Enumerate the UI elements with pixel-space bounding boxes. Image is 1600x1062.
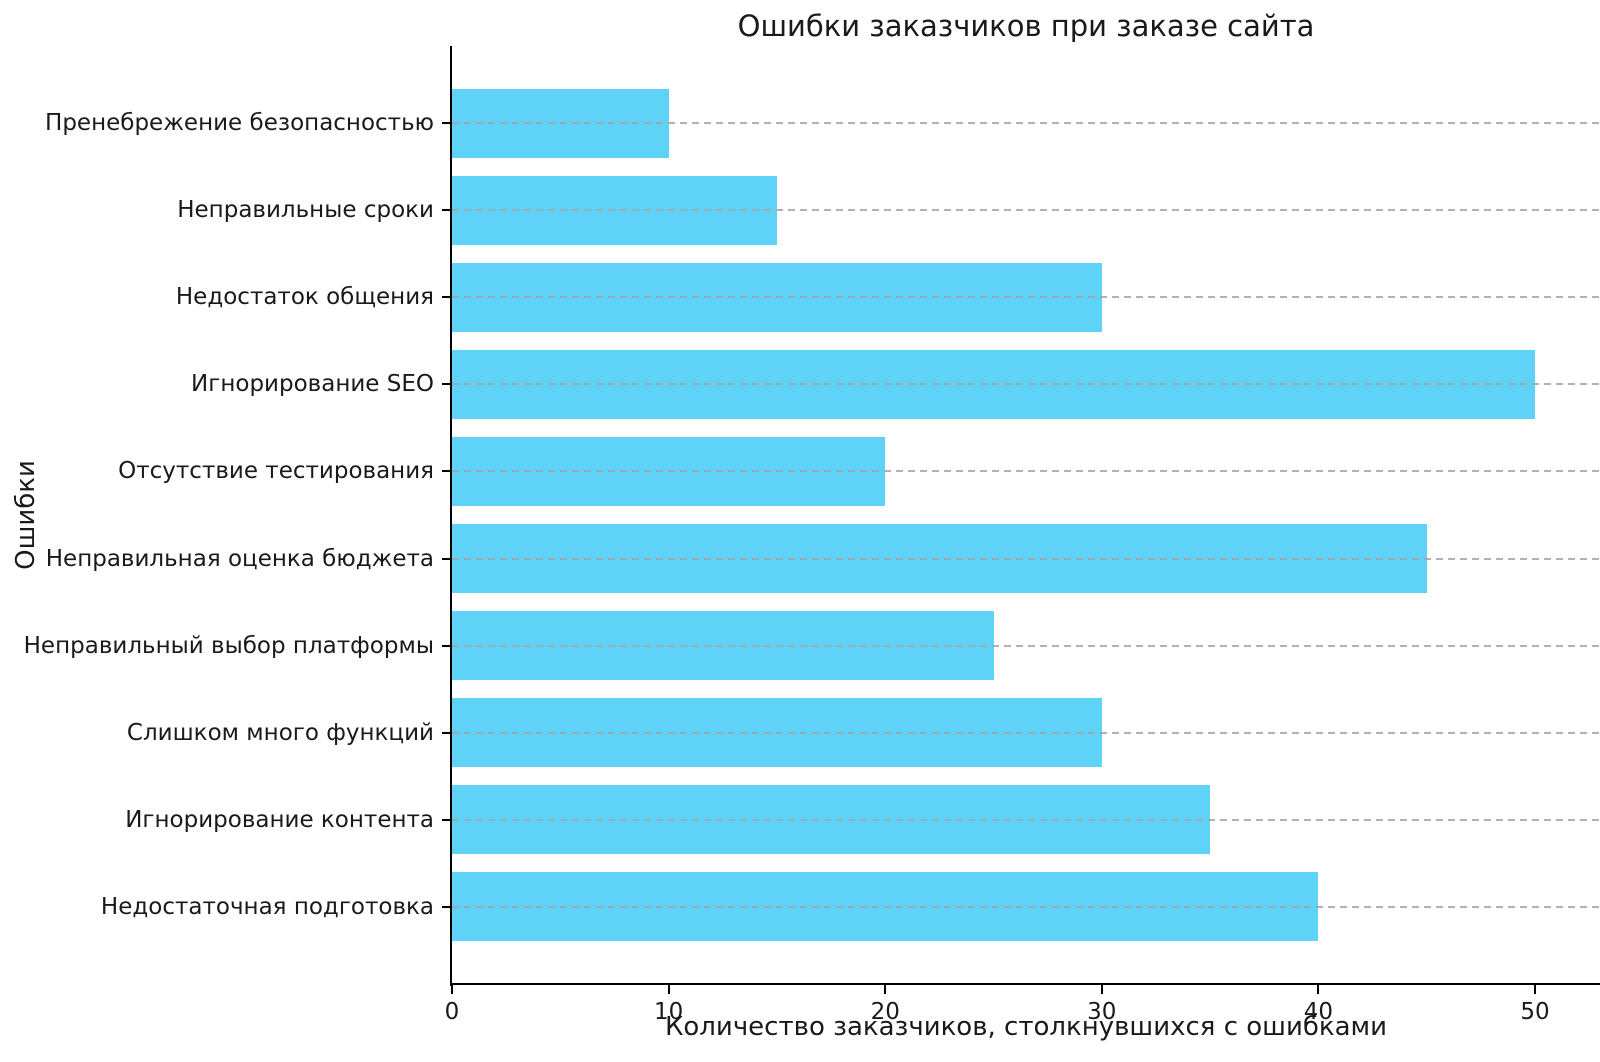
y-tick-label: Неправильная оценка бюджета [45, 545, 434, 572]
y-tick-mark [442, 296, 451, 299]
y-tick-mark [442, 818, 451, 821]
y-tick-mark [442, 209, 451, 212]
gridline [452, 731, 1600, 734]
y-axis-spine [450, 46, 452, 986]
gridline [452, 557, 1600, 560]
x-tick-mark [1534, 985, 1537, 994]
y-tick-mark [442, 731, 451, 734]
x-tick-label: 10 [653, 999, 684, 1025]
x-tick-mark [1317, 985, 1320, 994]
y-tick-label: Неправильные сроки [177, 197, 434, 224]
y-tick-mark [442, 905, 451, 908]
y-tick-label: Игнорирование SEO [191, 371, 434, 398]
y-tick-label: Пренебрежение безопасностью [45, 110, 434, 137]
y-tick-label: Недостаточная подготовка [100, 893, 434, 920]
y-tick-mark [442, 470, 451, 473]
y-tick-label: Недостаток общения [175, 284, 434, 311]
x-tick-label: 40 [1303, 999, 1334, 1025]
x-tick-mark [884, 985, 887, 994]
y-tick-mark [442, 122, 451, 125]
y-tick-mark [442, 644, 451, 647]
y-tick-mark [442, 383, 451, 386]
gridline [452, 470, 1600, 473]
plot-area [452, 46, 1600, 984]
x-tick-mark [1100, 985, 1103, 994]
y-tick-mark [442, 557, 451, 560]
x-tick-mark [451, 985, 453, 994]
gridline [452, 296, 1600, 299]
x-axis-spine [450, 983, 1600, 985]
x-tick-mark [667, 985, 670, 994]
gridline [452, 905, 1600, 908]
gridline [452, 644, 1600, 647]
x-tick-label: 30 [1087, 999, 1117, 1025]
x-tick-label: 20 [870, 999, 900, 1025]
x-axis-label: Количество заказчиков, столкнувшихся с о… [664, 1012, 1388, 1042]
gridline [452, 818, 1600, 821]
y-tick-label: Неправильный выбор платформы [23, 632, 434, 659]
gridline [452, 383, 1600, 386]
x-tick-label: 0 [444, 999, 460, 1025]
x-tick-label: 50 [1520, 999, 1550, 1025]
chart-title: Ошибки заказчиков при заказе сайта [737, 9, 1315, 43]
y-tick-label: Игнорирование контента [125, 806, 434, 833]
gridline [452, 209, 1600, 212]
gridline [452, 122, 1600, 125]
y-tick-label: Слишком много функций [126, 719, 434, 746]
y-tick-label: Отсутствие тестирования [118, 458, 434, 485]
